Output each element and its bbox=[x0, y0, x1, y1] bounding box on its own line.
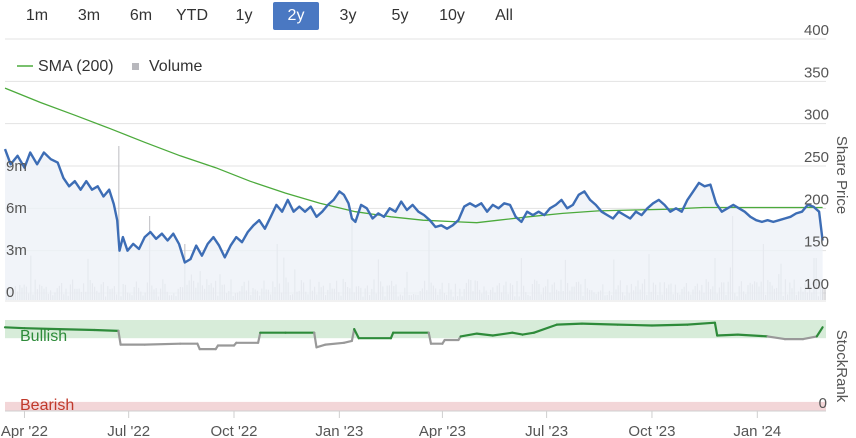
legend: SMA (200) Volume bbox=[17, 58, 202, 75]
stockrank-zero-tick: 0 bbox=[819, 395, 827, 412]
x-tick-label: Apr '22 bbox=[1, 423, 48, 438]
stockrank-segment bbox=[93, 328, 120, 332]
range-button-2y[interactable]: 2y bbox=[273, 2, 319, 30]
range-button-1m[interactable]: 1m bbox=[25, 7, 49, 24]
price-tick-label: 250 bbox=[804, 149, 829, 166]
stockrank-segment bbox=[475, 332, 494, 337]
price-axis-title: Share Price bbox=[833, 136, 850, 214]
volume-tick-label: 3m bbox=[6, 242, 27, 259]
price-axis: 100 150 200 250 300 350 400 bbox=[804, 22, 829, 293]
x-tick-label: Jul '23 bbox=[525, 423, 568, 438]
stockrank-segment bbox=[427, 331, 433, 345]
stockrank-segment bbox=[117, 329, 122, 346]
stockrank-segment bbox=[736, 333, 769, 338]
stockrank-segment bbox=[313, 331, 318, 349]
stockrank-segment bbox=[532, 323, 559, 334]
stockrank-segment bbox=[459, 332, 478, 338]
x-tick-label: Apr '23 bbox=[419, 423, 466, 438]
price-tick-label: 100 bbox=[804, 276, 829, 293]
stockrank-segment bbox=[555, 322, 584, 326]
volume-bar bbox=[118, 146, 120, 300]
price-area-fill bbox=[5, 149, 823, 300]
stockrank-segment bbox=[3, 326, 26, 330]
stockrank-segment bbox=[511, 331, 524, 336]
price-tick-label: 200 bbox=[804, 191, 829, 208]
volume-axis: 0 3m 6m 9m bbox=[6, 158, 27, 301]
range-button-3y[interactable]: 3y bbox=[339, 7, 357, 24]
stockrank-line bbox=[3, 321, 824, 351]
range-button-all[interactable]: All bbox=[495, 7, 513, 24]
stockrank-segment bbox=[801, 335, 818, 341]
price-tick-label: 400 bbox=[804, 22, 829, 39]
bearish-label: Bearish bbox=[20, 397, 74, 414]
bullish-label: Bullish bbox=[20, 328, 67, 345]
price-tick-label: 150 bbox=[804, 234, 829, 251]
range-button-1y[interactable]: 1y bbox=[235, 7, 253, 24]
stockrank-segment bbox=[650, 323, 689, 327]
stockrank-segment bbox=[815, 326, 824, 338]
price-line bbox=[3, 148, 824, 264]
stockrank-segment bbox=[353, 328, 360, 340]
volume-bar bbox=[824, 288, 826, 300]
stockrank-segment bbox=[324, 341, 345, 346]
range-button-5y[interactable]: 5y bbox=[391, 7, 409, 24]
volume-tick-label: 9m bbox=[6, 158, 27, 175]
x-tick-label: Oct '22 bbox=[210, 423, 257, 438]
stockrank-segment bbox=[716, 333, 739, 337]
x-tick-label: Oct '23 bbox=[628, 423, 675, 438]
volume-tick-label: 0 bbox=[6, 284, 14, 301]
legend-volume-label[interactable]: Volume bbox=[149, 58, 202, 75]
x-tick-label: Jul '22 bbox=[107, 423, 150, 438]
x-tick-label: Jan '23 bbox=[315, 423, 363, 438]
stockrank-segment bbox=[143, 342, 182, 346]
legend-volume-swatch bbox=[132, 63, 139, 70]
range-button-6m[interactable]: 6m bbox=[129, 7, 153, 24]
stockrank-segment bbox=[23, 327, 60, 331]
range-button-ytd[interactable]: YTD bbox=[176, 7, 208, 24]
stockrank-segment bbox=[686, 321, 717, 326]
volume-bar bbox=[822, 288, 824, 300]
stockrank-segment bbox=[257, 331, 262, 344]
price-tick-label: 300 bbox=[804, 107, 829, 124]
stockrank-segment bbox=[766, 335, 786, 341]
stockrank-segment bbox=[713, 321, 719, 337]
volume-tick-label: 6m bbox=[6, 200, 27, 217]
stockrank-segment bbox=[342, 339, 353, 344]
bearish-zone bbox=[5, 401, 826, 411]
stockrank-segment bbox=[57, 328, 96, 332]
stockrank-segment bbox=[580, 322, 619, 326]
price-tick-label: 350 bbox=[804, 64, 829, 81]
date-axis: Apr '22 Jul '22 Oct '22 Jan '23 Apr '23 Jul '… bbox=[1, 410, 826, 438]
stockrank-segment bbox=[521, 331, 536, 336]
stockrank-segment bbox=[350, 328, 356, 342]
range-selector: 1m 3m 6m YTD 1y 2y 3y 5y 10y All bbox=[0, 0, 540, 34]
stockrank-axis-title: StockRank bbox=[833, 330, 850, 403]
legend-sma-label[interactable]: SMA (200) bbox=[38, 58, 114, 75]
stockrank-segment bbox=[616, 323, 654, 327]
x-tick-label: Jan '24 bbox=[733, 423, 781, 438]
range-button-10y[interactable]: 10y bbox=[439, 7, 465, 24]
stockrank-segment bbox=[315, 343, 327, 349]
stockrank-segment bbox=[491, 331, 514, 337]
range-button-3m[interactable]: 3m bbox=[77, 7, 101, 24]
